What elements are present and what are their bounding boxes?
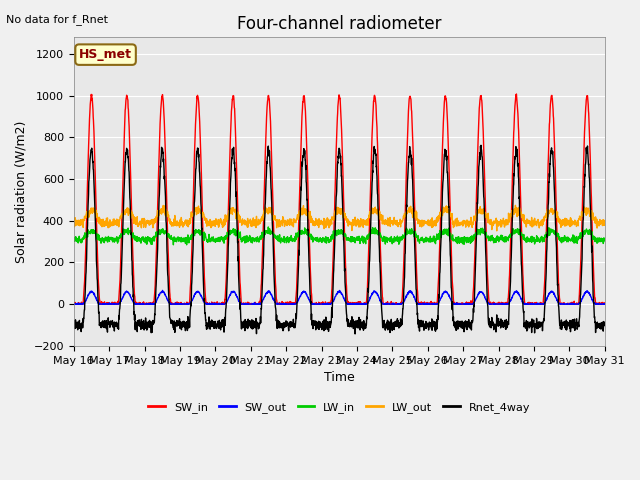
LW_out [493,228,500,234]
Line: LW_out: LW_out [74,205,605,231]
SW_in [601,300,609,306]
LW_in [70,237,77,242]
SW_out [366,294,374,300]
SW_out [569,301,577,307]
SW_out [70,301,77,307]
SW_in [355,300,362,306]
Title: Four-channel radiometer: Four-channel radiometer [237,15,442,33]
Rnet_4way [554,293,562,299]
SW_in [513,91,520,97]
Rnet_4way [601,320,609,325]
LW_out [554,219,562,225]
SW_in [493,300,501,306]
Line: SW_out: SW_out [74,290,605,304]
Legend: SW_in, SW_out, LW_in, LW_out, Rnet_4way: SW_in, SW_out, LW_in, LW_out, Rnet_4way [144,397,534,418]
LW_out [218,222,226,228]
LW_out [355,221,362,227]
LW_in [264,224,272,230]
Rnet_4way [351,331,359,337]
SW_in [366,201,374,207]
SW_in [218,300,226,306]
LW_out [70,218,77,224]
Rnet_4way [494,321,502,327]
Text: No data for f_Rnet: No data for f_Rnet [6,14,108,25]
SW_out [218,301,226,307]
SW_in [569,300,577,306]
LW_in [218,234,226,240]
Line: SW_in: SW_in [74,94,605,304]
LW_out [493,222,501,228]
Rnet_4way [355,325,362,331]
LW_in [554,234,562,240]
SW_in [70,301,78,307]
LW_in [494,237,502,242]
Rnet_4way [477,143,485,148]
LW_in [601,236,609,242]
SW_in [554,270,562,276]
SW_in [70,301,77,307]
LW_in [355,235,363,240]
SW_out [355,301,362,307]
SW_out [159,288,166,293]
Rnet_4way [569,317,577,323]
SW_out [601,301,609,307]
Text: HS_met: HS_met [79,48,132,61]
LW_out [601,221,609,227]
LW_out [366,210,374,216]
Y-axis label: Solar radiation (W/m2): Solar radiation (W/m2) [15,120,28,263]
Rnet_4way [218,319,226,324]
LW_in [183,242,191,248]
Rnet_4way [70,323,77,329]
Line: Rnet_4way: Rnet_4way [74,145,605,334]
LW_out [511,203,519,208]
LW_out [569,220,577,226]
SW_out [554,298,562,304]
SW_out [493,301,501,307]
LW_in [367,229,374,235]
Line: LW_in: LW_in [74,227,605,245]
Rnet_4way [366,241,374,247]
LW_in [569,232,577,238]
X-axis label: Time: Time [324,371,355,384]
